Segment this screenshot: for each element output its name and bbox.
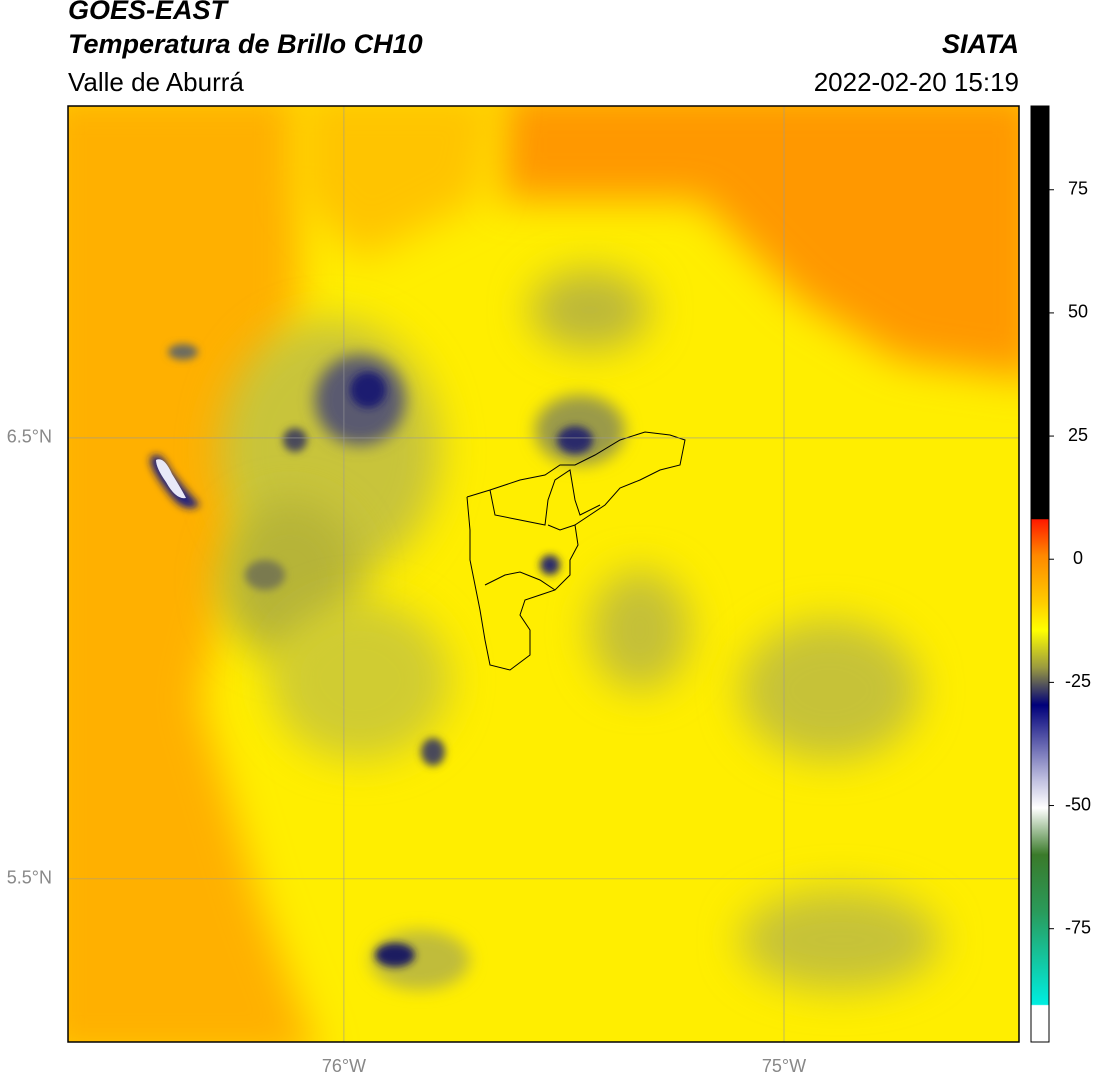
- x-tick-label: 75°W: [762, 1056, 806, 1076]
- datetime: 2022-02-20 15:19: [814, 67, 1019, 97]
- colorbar-tick-label: 50: [1068, 302, 1088, 322]
- y-tick-label: 5.5°N: [7, 868, 52, 888]
- region: Valle de Aburrá: [68, 67, 244, 97]
- colorbar-tick-label: 25: [1068, 425, 1088, 445]
- source: SIATA: [942, 29, 1019, 59]
- satellite-field: [68, 106, 1019, 1042]
- colorbar-tick-label: 0: [1073, 548, 1083, 568]
- colorbar-tick-label: -25: [1065, 671, 1091, 691]
- title: GOES-EAST: [68, 0, 230, 25]
- colorbar-tick-label: -50: [1065, 794, 1091, 814]
- map-frame: [67, 105, 1020, 1043]
- colorbar-tick-label: -75: [1065, 917, 1091, 937]
- x-tick-label: 76°W: [322, 1056, 366, 1076]
- colorbar: [1030, 105, 1050, 1043]
- y-tick-label: 6.5°N: [7, 427, 52, 447]
- grid: [68, 106, 1019, 1042]
- colorbar-tick-label: 75: [1068, 178, 1088, 198]
- subtitle: Temperatura de Brillo CH10: [68, 29, 423, 59]
